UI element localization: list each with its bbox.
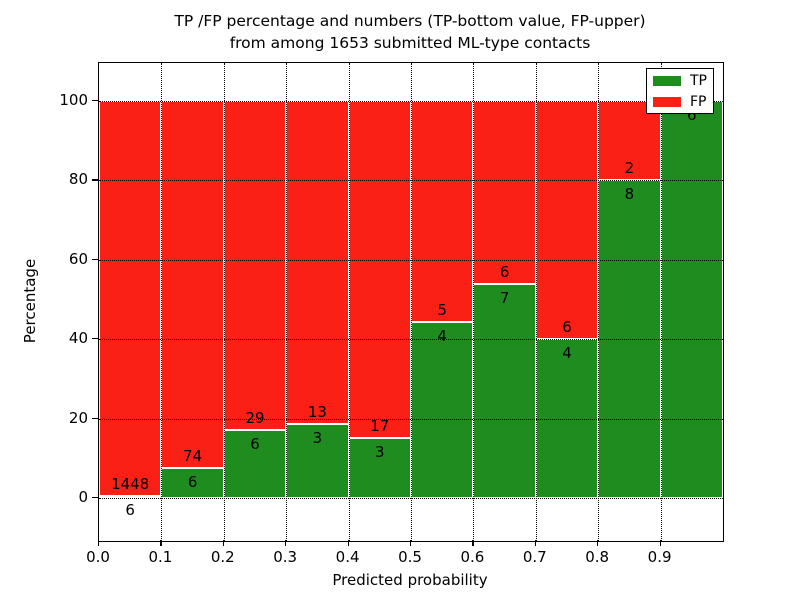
- tp-count-label: 6: [250, 434, 260, 453]
- y-tick-mark: [92, 258, 98, 260]
- x-tick-label: 0.7: [522, 548, 547, 566]
- x-tick-label: 0.1: [148, 548, 173, 566]
- tp-count-label: 6: [687, 106, 697, 124]
- y-tick-label: 40: [68, 329, 88, 348]
- x-tick-label: 0.8: [585, 548, 610, 566]
- bars-layer: [99, 63, 723, 541]
- y-tick-label: 60: [68, 249, 88, 268]
- fp-count-label: 74: [183, 447, 203, 466]
- x-tick-mark: [285, 540, 287, 546]
- y-tick-mark: [92, 338, 98, 340]
- y-axis-label: Percentage: [21, 258, 39, 344]
- x-axis-label: Predicted probability: [332, 571, 488, 589]
- tp-bar: [535, 339, 599, 498]
- tp-bar: [99, 496, 162, 499]
- y-tick-label: 100: [59, 91, 88, 109]
- tp-count-label: 6: [187, 473, 198, 492]
- fp-count-label: 29: [245, 408, 265, 427]
- horizontal-gridline: [99, 498, 723, 499]
- x-tick-label: 0.0: [86, 548, 110, 566]
- y-tick-mark: [92, 100, 98, 102]
- horizontal-gridline: [99, 101, 723, 102]
- horizontal-gridline: [99, 418, 723, 420]
- fp-count-label: 5: [437, 300, 447, 319]
- y-tick-mark: [92, 179, 98, 181]
- tp-count-label: 4: [437, 326, 447, 345]
- legend-item-tp: TP: [653, 74, 707, 88]
- x-tick-label: 0.4: [335, 548, 360, 566]
- x-tick-label: 0.5: [398, 548, 422, 566]
- y-tick-label: 0: [78, 488, 88, 506]
- x-tick-mark: [410, 540, 412, 546]
- fp-bar: [535, 101, 599, 340]
- vertical-gridline: [598, 63, 600, 541]
- fp-bar: [286, 101, 349, 424]
- y-tick-mark: [92, 417, 98, 419]
- legend: TP FP: [646, 68, 714, 114]
- chart-title: TP /FP percentage and numbers (TP-bottom…: [10, 10, 800, 54]
- fp-bar: [99, 101, 162, 497]
- tp-bar: [286, 423, 349, 498]
- fp-bar: [598, 101, 661, 181]
- chart-title-line1: TP /FP percentage and numbers (TP-bottom…: [174, 12, 646, 30]
- tp-bar: [348, 438, 411, 498]
- x-tick-mark: [659, 540, 661, 546]
- x-tick-mark: [222, 540, 224, 546]
- tp-bar: [660, 101, 723, 498]
- y-tick-mark: [92, 497, 98, 499]
- x-tick-mark: [98, 540, 100, 546]
- fp-count-label: 17: [370, 417, 390, 436]
- fp-count-label: 2: [624, 159, 635, 178]
- x-tick-mark: [597, 540, 599, 546]
- vertical-gridline: [535, 63, 537, 541]
- x-tick-label: 0.3: [273, 548, 298, 566]
- vertical-gridline: [411, 63, 412, 541]
- fp-bar: [161, 101, 224, 469]
- tp-bar: [223, 429, 287, 498]
- x-tick-label: 0.9: [647, 548, 672, 566]
- x-tick-mark: [160, 540, 162, 546]
- fp-count-label: 6: [562, 318, 572, 337]
- fp-swatch-icon: [653, 96, 681, 107]
- tp-swatch-icon: [653, 75, 681, 86]
- chart-title-line2: from among 1653 submitted ML-type contac…: [229, 34, 591, 52]
- vertical-gridline: [286, 63, 288, 541]
- fp-count-label: 13: [307, 402, 327, 421]
- bar-value-labels-layer: 1448 6 74 6 29 6 13 3 17 3 5 4 6 7 6 4 2 8 6: [99, 63, 723, 541]
- legend-label-tp: TP: [690, 72, 707, 89]
- legend-item-fp: FP: [653, 95, 707, 109]
- x-tick-mark: [347, 540, 349, 546]
- x-tick-label: 0.2: [210, 548, 235, 566]
- vertical-gridline: [660, 63, 662, 541]
- x-tick-mark: [534, 540, 536, 546]
- horizontal-gridline: [99, 180, 723, 182]
- plot-area: 1448 6 74 6 29 6 13 3 17 3 5 4 6 7 6 4 2 8 6 TP FP: [98, 62, 724, 542]
- y-tick-label: 80: [68, 170, 88, 189]
- fp-bar: [348, 101, 411, 439]
- tp-count-label: 8: [624, 185, 635, 204]
- fp-bar: [411, 101, 474, 322]
- fp-count-label: 6: [499, 263, 510, 282]
- vertical-gridline: [223, 63, 225, 541]
- fp-count-label: 1448: [111, 475, 150, 494]
- y-tick-label: 20: [68, 408, 88, 427]
- horizontal-gridline: [99, 259, 723, 261]
- x-tick-mark: [472, 540, 474, 546]
- tp-count-label: 3: [312, 428, 323, 447]
- gridlines-layer: [99, 63, 723, 541]
- horizontal-gridline: [99, 339, 723, 341]
- tp-count-label: 3: [375, 443, 385, 462]
- tp-count-label: 6: [125, 501, 135, 520]
- x-tick-label: 0.6: [460, 548, 485, 566]
- vertical-gridline: [473, 63, 475, 541]
- fp-bar: [473, 101, 536, 285]
- tp-count-label: 7: [499, 289, 510, 308]
- vertical-gridline: [348, 63, 350, 541]
- tp-count-label: 4: [562, 344, 572, 363]
- legend-label-fp: FP: [690, 93, 707, 110]
- vertical-gridline: [161, 63, 163, 541]
